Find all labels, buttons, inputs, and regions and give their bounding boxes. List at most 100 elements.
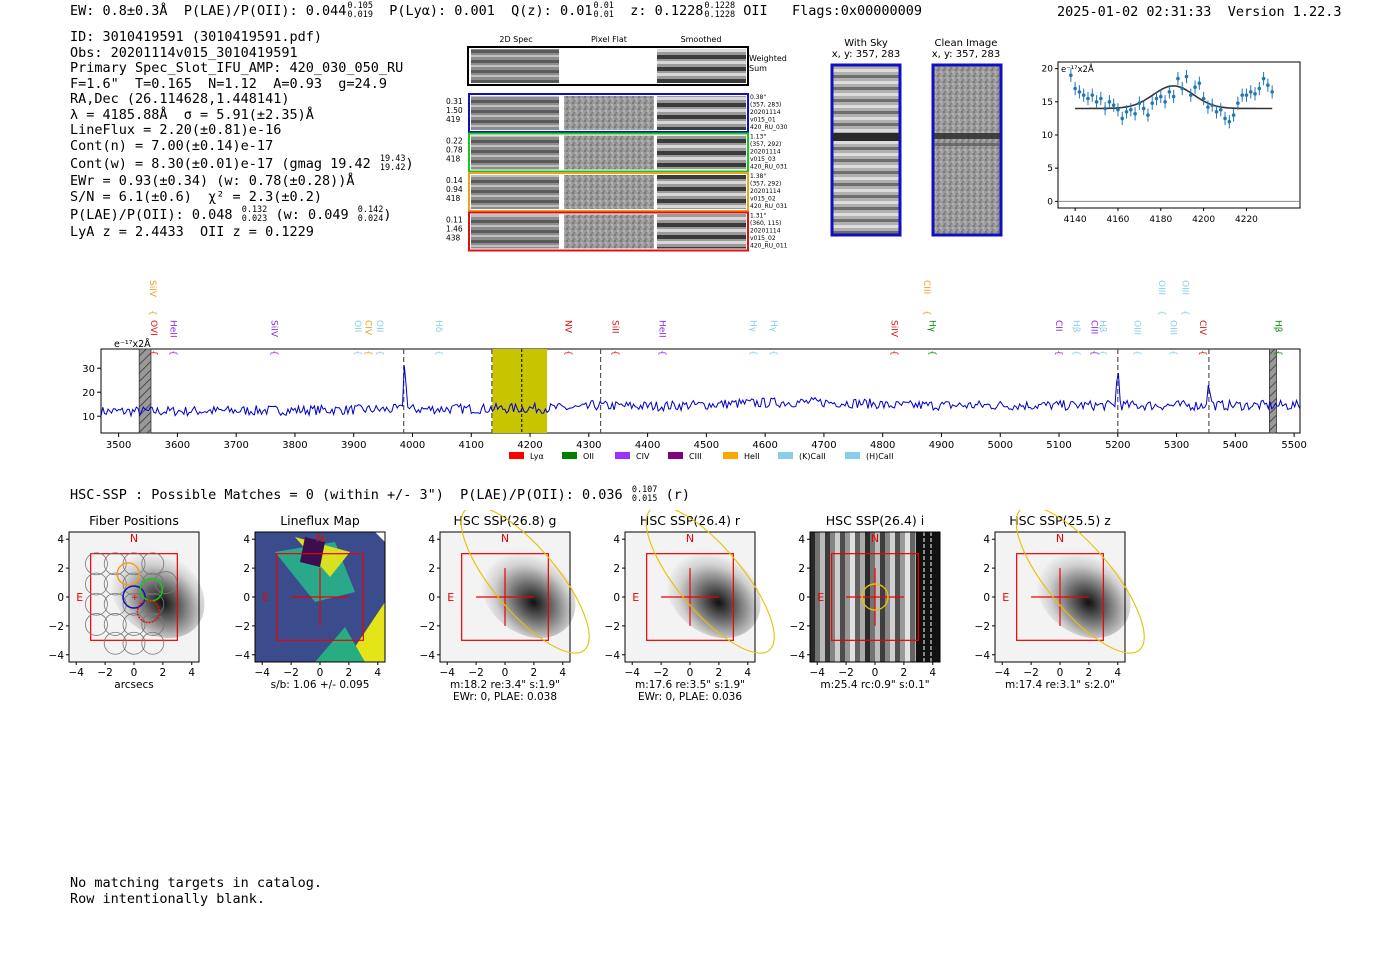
fiber-primary — [122, 585, 146, 609]
fit-data-point — [1086, 91, 1090, 106]
spectrum-xtick-label: 4400 — [635, 440, 660, 451]
spectrum-ytick-label: 10 — [82, 412, 95, 423]
spectrum-xtick-label: 5200 — [1105, 440, 1130, 451]
hsc-panel-4: HSC SSP(26.4) i N E −4 −4 −2 −2 0 0 2 2 4 4 m:25.4 rc… — [790, 510, 980, 729]
aperture-box — [831, 553, 919, 641]
spectrum-xtick-label: 5000 — [988, 440, 1013, 451]
spectral-line-bracket: { — [167, 350, 177, 356]
fit-point — [1171, 94, 1176, 99]
cutout-smoothed — [657, 135, 746, 170]
header-flags: Flags:0x00000009 — [792, 3, 923, 19]
spectral-line-bracket: { — [889, 350, 899, 356]
fit-data-point — [1107, 95, 1112, 109]
spectrum-ytick-label: 20 — [82, 388, 95, 399]
fit-data-point — [1124, 105, 1129, 119]
fit-data-point — [1158, 89, 1163, 104]
fit-point — [1184, 74, 1189, 79]
hsc-xtick-label: −4 — [994, 667, 1010, 679]
cutout-left-label: 0.14 — [446, 176, 463, 185]
fit-data-point — [1257, 81, 1262, 96]
fiber-cutouts: 2D Spec Pixel Flat Smoothed Weighted Sum… — [446, 35, 788, 252]
catalog-footer: No matching targets in catalog. Row inte… — [70, 875, 322, 907]
spectrum-units-label: e⁻¹⁷x2Å — [114, 338, 151, 350]
i-band-stripe — [810, 532, 815, 662]
fit-data-point — [1081, 88, 1086, 102]
footer-line-1: No matching targets in catalog. — [70, 875, 322, 891]
east-label: E — [262, 591, 269, 604]
hsc-ytick-label: 2 — [613, 563, 620, 575]
fit-point — [1167, 90, 1172, 94]
hsc-ytick-label: −4 — [420, 650, 435, 662]
lineflux-blob — [315, 627, 365, 662]
info-primary: Primary Spec_Slot_IFU_AMP: 420_030_050_R… — [70, 60, 404, 76]
cutout-right-label: (357, 292) — [750, 181, 781, 188]
fit-point — [1154, 96, 1159, 101]
header-plya: P(Lyα): 0.001 — [389, 3, 495, 19]
hsc-caption-1: s/b: 1.06 +/- 0.095 — [271, 679, 370, 691]
legend-label: HeII — [744, 452, 760, 461]
fit-point — [1146, 113, 1150, 117]
hsc-ytick-label: −2 — [605, 621, 620, 633]
spectral-line-label: Hγ — [927, 320, 937, 333]
spectrum-xtick-label: 3800 — [282, 440, 307, 451]
fit-point — [1257, 86, 1262, 91]
cutout-right-label: 1.38" — [750, 173, 766, 180]
cutout-left-label: 0.11 — [446, 216, 463, 225]
aperture-box — [276, 553, 364, 641]
footer-line-2: Row intentionally blank. — [70, 890, 266, 907]
spectral-line-bracket: { — [1088, 350, 1098, 356]
fit-data-point — [1240, 88, 1244, 102]
line-fit-chart: 4140 4160 4180 4200 4220 0 5 10 15 20 e⁻¹⁷x2Å — [1042, 61, 1301, 225]
hsc-ytick-label: 4 — [243, 534, 250, 546]
spectral-line-bracket: { — [656, 350, 666, 356]
aperture-box — [646, 553, 734, 641]
info-ewr: EWr = 0.93(±0.34) (w: 0.78(±0.28))Å — [70, 173, 355, 189]
fit-xtick-label: 4160 — [1107, 215, 1130, 225]
hsc-xtick-label: −2 — [838, 667, 853, 679]
fit-point — [1201, 96, 1206, 101]
cutout-left-label: 0.22 — [446, 137, 463, 146]
info-obs: Obs: 20201114v015_3010419591 — [70, 44, 298, 61]
spectrum-xtick-label: 5400 — [1223, 440, 1248, 451]
header-qz: Q(z): 0.01 — [511, 3, 593, 19]
hsc-panel-0: Fiber Positions + N E −4 −4 −2 −2 0 0 2 2 4 4 arcsecs — [49, 510, 239, 729]
info-lineflux: LineFlux = 2.20(±0.81)e-16 — [70, 122, 282, 138]
spectrum-line — [100, 365, 1301, 418]
hsc-ytick-label: 0 — [57, 592, 64, 604]
spectrum-xtick-label: 5100 — [1046, 440, 1071, 451]
fit-point — [1107, 100, 1112, 104]
spectral-line-label: CII — [1053, 320, 1063, 332]
info-plae: P(LAE)/P(OII): 0.048 0.132 0.023 (w: 0.04… — [70, 205, 392, 224]
header-plae: P(LAE)/P(OII): 0.044 — [183, 3, 347, 19]
spectral-line-label: OIII — [1168, 320, 1178, 335]
hsc-ytick-label: 4 — [798, 534, 805, 546]
cutout-right-label: 20201114 — [750, 228, 781, 235]
fit-ytick-label: 0 — [1047, 197, 1053, 207]
fit-data-point — [1201, 91, 1206, 106]
hsc-caption-2: EWr: 0, PLAE: 0.036 — [638, 691, 742, 703]
clean-image — [931, 63, 1003, 237]
fit-model-curve — [1075, 85, 1273, 110]
north-label: N — [1056, 532, 1064, 545]
fiber-circle — [103, 613, 127, 636]
cutout-right-label: v015_02 — [750, 235, 776, 242]
header-version: Version 1.22.3 — [1227, 4, 1342, 20]
fiber-circle — [103, 631, 127, 655]
spectrum-masked-band — [138, 348, 152, 434]
hsc-ytick-label: 0 — [243, 592, 250, 604]
fit-point — [1090, 93, 1095, 97]
hsc-xtick-label: 2 — [160, 667, 167, 679]
cutout-frame — [468, 172, 749, 212]
fit-data-point — [1120, 111, 1125, 126]
hsc-ytick-label: 0 — [983, 592, 990, 604]
spectral-line-bracket: { — [768, 350, 778, 356]
fit-point — [1210, 103, 1214, 107]
fiber-circle — [141, 552, 165, 576]
spectral-line-bracket: { — [1071, 350, 1081, 356]
hsc-ytick-label: 2 — [243, 563, 250, 575]
hsc-ytick-label: 4 — [428, 534, 435, 546]
hsc-ytick-label: −2 — [420, 621, 435, 633]
weighted-sum-label-1: Weighted — [749, 54, 787, 63]
header-z: z: 0.1228 — [630, 3, 704, 19]
